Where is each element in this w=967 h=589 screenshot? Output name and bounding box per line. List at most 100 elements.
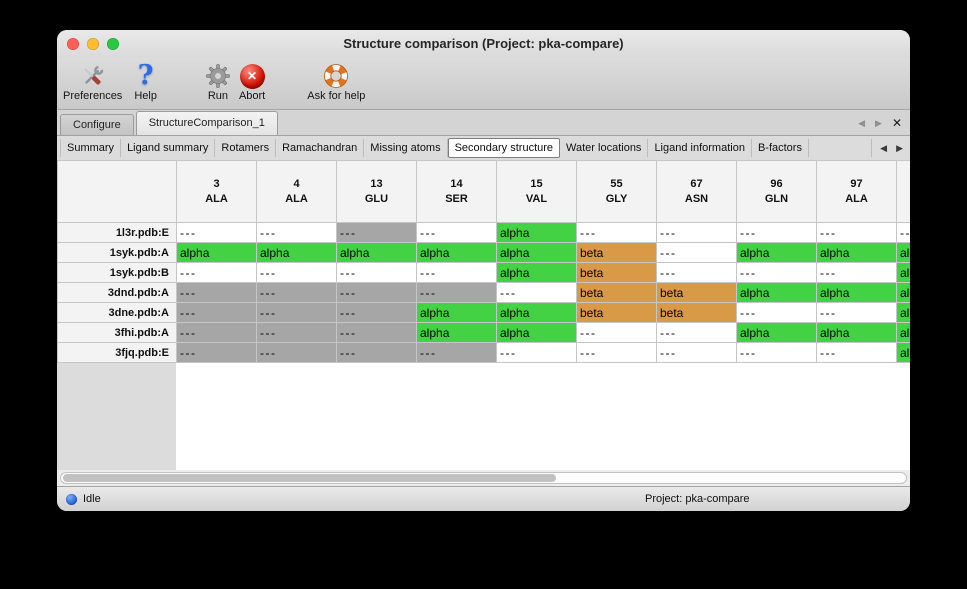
ss-cell[interactable]: alpha	[736, 282, 817, 303]
column-header[interactable]: 3 ALA	[176, 160, 257, 223]
ss-cell[interactable]: beta	[576, 262, 657, 283]
column-header[interactable]: 14 SER	[416, 160, 497, 223]
row-header[interactable]: 1syk.pdb:A	[57, 242, 177, 263]
tab-summary[interactable]: Summary	[60, 139, 122, 157]
ss-cell[interactable]: ---	[336, 342, 417, 363]
column-header[interactable]	[896, 160, 910, 223]
ss-cell[interactable]: ---	[736, 342, 817, 363]
ss-cell[interactable]: beta	[576, 242, 657, 263]
ss-cell[interactable]: alpha	[496, 302, 577, 323]
next-tab-icon[interactable]: ▶	[875, 117, 882, 128]
ss-cell[interactable]: ---	[336, 282, 417, 303]
ss-cell[interactable]: alpha	[496, 222, 577, 243]
ss-cell[interactable]: alpha	[896, 322, 910, 343]
ss-cell[interactable]: ---	[816, 262, 897, 283]
tab-secondary-structure[interactable]: Secondary structure	[447, 138, 561, 158]
ss-cell[interactable]: ---	[176, 222, 257, 243]
tab-ligand-summary[interactable]: Ligand summary	[121, 139, 216, 157]
column-header[interactable]: 55 GLY	[576, 160, 657, 223]
tab-ligand-information[interactable]: Ligand information	[648, 139, 752, 157]
ss-cell[interactable]: ---	[336, 222, 417, 243]
abort-button[interactable]: ✕ Abort	[239, 61, 265, 102]
ss-cell[interactable]: ---	[416, 222, 497, 243]
column-header[interactable]: 67 ASN	[656, 160, 737, 223]
ss-cell[interactable]: ---	[336, 302, 417, 323]
ss-cell[interactable]: ---	[816, 342, 897, 363]
ss-cell[interactable]: ---	[176, 342, 257, 363]
ss-cell[interactable]: alpha	[336, 242, 417, 263]
preferences-button[interactable]: Preferences	[63, 61, 122, 102]
ss-cell[interactable]: alpha	[896, 242, 910, 263]
ss-cell[interactable]: alpha	[416, 302, 497, 323]
column-header[interactable]: 13 GLU	[336, 160, 417, 223]
tab-missing-atoms[interactable]: Missing atoms	[364, 139, 448, 157]
ss-cell[interactable]: alpha	[176, 242, 257, 263]
ss-cell[interactable]: alpha	[816, 322, 897, 343]
ss-cell[interactable]: ---	[896, 222, 910, 243]
titlebar[interactable]: Structure comparison (Project: pka-compa…	[57, 30, 910, 58]
scrollbar-track[interactable]	[60, 472, 907, 484]
ss-cell[interactable]: ---	[256, 262, 337, 283]
tab-b-factors[interactable]: B-factors	[752, 139, 809, 157]
ss-cell[interactable]: alpha	[416, 322, 497, 343]
ss-cell[interactable]: alpha	[496, 242, 577, 263]
tab-structurecomparison-1[interactable]: StructureComparison_1	[135, 111, 278, 135]
ss-cell[interactable]: alpha	[896, 262, 910, 283]
ss-cell[interactable]: alpha	[816, 242, 897, 263]
tab-water-locations[interactable]: Water locations	[560, 139, 649, 157]
prev-tab-icon[interactable]: ◀	[858, 117, 866, 128]
ss-cell[interactable]: alpha	[256, 242, 337, 263]
horizontal-scrollbar[interactable]	[57, 470, 910, 486]
ss-cell[interactable]: alpha	[496, 262, 577, 283]
tab-configure[interactable]: Configure	[60, 114, 134, 135]
ss-cell[interactable]: alpha	[896, 302, 910, 323]
ss-cell[interactable]: ---	[736, 302, 817, 323]
ss-cell[interactable]: ---	[256, 322, 337, 343]
ss-cell[interactable]: ---	[256, 342, 337, 363]
ss-cell[interactable]: ---	[576, 222, 657, 243]
help-button[interactable]: ? Help	[134, 61, 157, 103]
ss-cell[interactable]: ---	[336, 322, 417, 343]
close-window-button[interactable]	[67, 38, 79, 50]
column-header[interactable]: 15 VAL	[496, 160, 577, 223]
ss-cell[interactable]: beta	[656, 302, 737, 323]
row-header[interactable]: 1l3r.pdb:E	[57, 222, 177, 243]
column-header[interactable]: 97 ALA	[816, 160, 897, 223]
ss-cell[interactable]: ---	[496, 342, 577, 363]
zoom-window-button[interactable]	[107, 38, 119, 50]
ss-cell[interactable]: ---	[416, 262, 497, 283]
ss-cell[interactable]: alpha	[816, 282, 897, 303]
ss-cell[interactable]: ---	[336, 262, 417, 283]
row-header[interactable]: 3dne.pdb:A	[57, 302, 177, 323]
ss-cell[interactable]: alpha	[896, 282, 910, 303]
tab-ramachandran[interactable]: Ramachandran	[276, 139, 365, 157]
run-button[interactable]: Run	[205, 61, 231, 102]
ss-cell[interactable]: ---	[176, 302, 257, 323]
row-header[interactable]: 3dnd.pdb:A	[57, 282, 177, 303]
scroll-tabs-right-icon[interactable]: ▶	[896, 142, 903, 153]
tab-rotamers[interactable]: Rotamers	[215, 139, 277, 157]
ss-cell[interactable]: ---	[736, 222, 817, 243]
row-header[interactable]: 1syk.pdb:B	[57, 262, 177, 283]
ss-cell[interactable]: ---	[416, 282, 497, 303]
ask-for-help-button[interactable]: Ask for help	[307, 61, 365, 102]
ss-cell[interactable]: ---	[656, 242, 737, 263]
ss-cell[interactable]: ---	[496, 282, 577, 303]
ss-cell[interactable]: alpha	[496, 322, 577, 343]
scrollbar-thumb[interactable]	[63, 474, 556, 482]
column-header[interactable]: 4 ALA	[256, 160, 337, 223]
row-header[interactable]: 3fjq.pdb:E	[57, 342, 177, 363]
ss-cell[interactable]: ---	[176, 262, 257, 283]
ss-cell[interactable]: beta	[576, 302, 657, 323]
ss-cell[interactable]: ---	[576, 322, 657, 343]
ss-cell[interactable]: alpha	[896, 342, 910, 363]
close-tab-icon[interactable]: ✕	[891, 116, 902, 130]
ss-cell[interactable]: ---	[576, 342, 657, 363]
row-header[interactable]: 3fhi.pdb:A	[57, 322, 177, 343]
ss-cell[interactable]: ---	[656, 342, 737, 363]
ss-cell[interactable]: ---	[176, 282, 257, 303]
ss-cell[interactable]: ---	[816, 222, 897, 243]
ss-cell[interactable]: ---	[656, 262, 737, 283]
ss-cell[interactable]: ---	[656, 322, 737, 343]
ss-cell[interactable]: alpha	[736, 242, 817, 263]
